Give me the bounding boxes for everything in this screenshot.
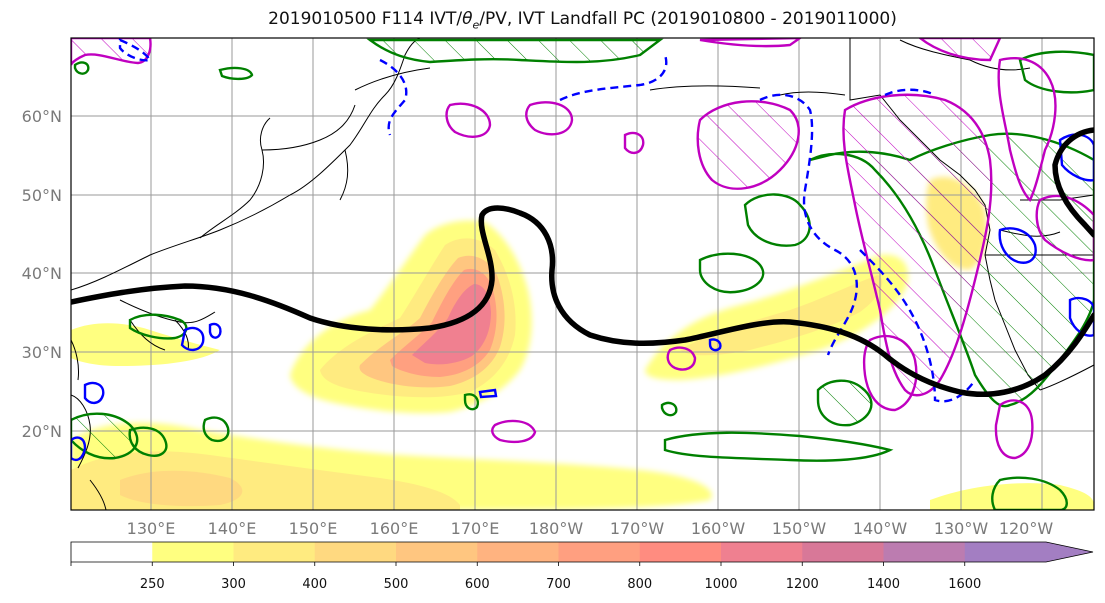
lon-label-180w: 180°W [529, 519, 584, 538]
colorbar-segment [964, 542, 1047, 562]
lat-label-20: 20°N [22, 422, 62, 441]
colorbar-ticks: 250 300 400 500 600 700 800 1000 1200 1400 1600 [70, 562, 981, 592]
colorbar-segment [314, 542, 397, 562]
lat-label-50: 50°N [22, 186, 62, 205]
colorbar-segment [721, 542, 803, 562]
lon-label-130e: 130°E [127, 519, 176, 538]
colorbar-extension [1046, 542, 1093, 562]
colorbar-tick-label: 400 [302, 577, 327, 592]
lon-label-140w: 140°W [853, 519, 908, 538]
colorbar-segment [152, 542, 234, 562]
colorbar-tick-label: 1600 [948, 577, 981, 592]
colorbar-tick-label: 700 [546, 577, 571, 592]
map-title: 2019010500 F114 IVT/θe/PV, IVT Landfall … [268, 9, 897, 32]
colorbar-segment [558, 542, 641, 562]
lon-label-170w: 170°W [610, 519, 665, 538]
colorbar-segment [802, 542, 884, 562]
lat-label-30: 30°N [22, 343, 62, 362]
colorbar-tick-label: 1000 [704, 577, 737, 592]
lon-label-150e: 150°E [289, 519, 338, 538]
lon-label-130w: 130°W [934, 519, 989, 538]
ivt-landfall-contour [71, 205, 1094, 397]
lon-label-150w: 150°W [772, 519, 827, 538]
latitude-labels: 60°N 50°N 40°N 30°N 20°N [22, 107, 62, 441]
colorbar-segment [71, 542, 153, 562]
lon-label-170e: 170°E [451, 519, 500, 538]
colorbar-tick-label: 1200 [786, 577, 819, 592]
lon-label-160w: 160°W [691, 519, 746, 538]
colorbar-tick-label: 300 [221, 577, 246, 592]
colorbar-segment [233, 542, 316, 562]
colorbar-tick-label: 1400 [867, 577, 900, 592]
colorbar: 250 300 400 500 600 700 800 1000 1200 1400 1600 [70, 541, 1094, 592]
colorbar-segment [883, 542, 966, 562]
colorbar-tick-label: 600 [465, 577, 490, 592]
colorbar-tick-label: 800 [627, 577, 652, 592]
lat-label-60: 60°N [22, 107, 62, 126]
ivt-landfall-contour-east [1052, 127, 1094, 238]
colorbar-tick-label: 500 [384, 577, 409, 592]
colorbar-frame [70, 541, 1094, 563]
pv-magenta-contours [71, 38, 1094, 460]
colorbar-tick-label: 250 [140, 577, 165, 592]
lon-label-140e: 140°E [208, 519, 257, 538]
colorbar-segment [396, 542, 478, 562]
longitude-labels: 130°E 140°E 150°E 160°E 170°E 180°W 170°… [127, 519, 1054, 538]
pv-blue-contours [71, 38, 1094, 462]
lon-label-120w: 120°W [999, 519, 1054, 538]
lon-label-160e: 160°E [370, 519, 419, 538]
lat-label-40: 40°N [22, 264, 62, 283]
plot-frame [70, 37, 1095, 511]
colorbar-segment [477, 542, 559, 562]
colorbar-segments [71, 542, 1093, 562]
colorbar-segment [639, 542, 722, 562]
